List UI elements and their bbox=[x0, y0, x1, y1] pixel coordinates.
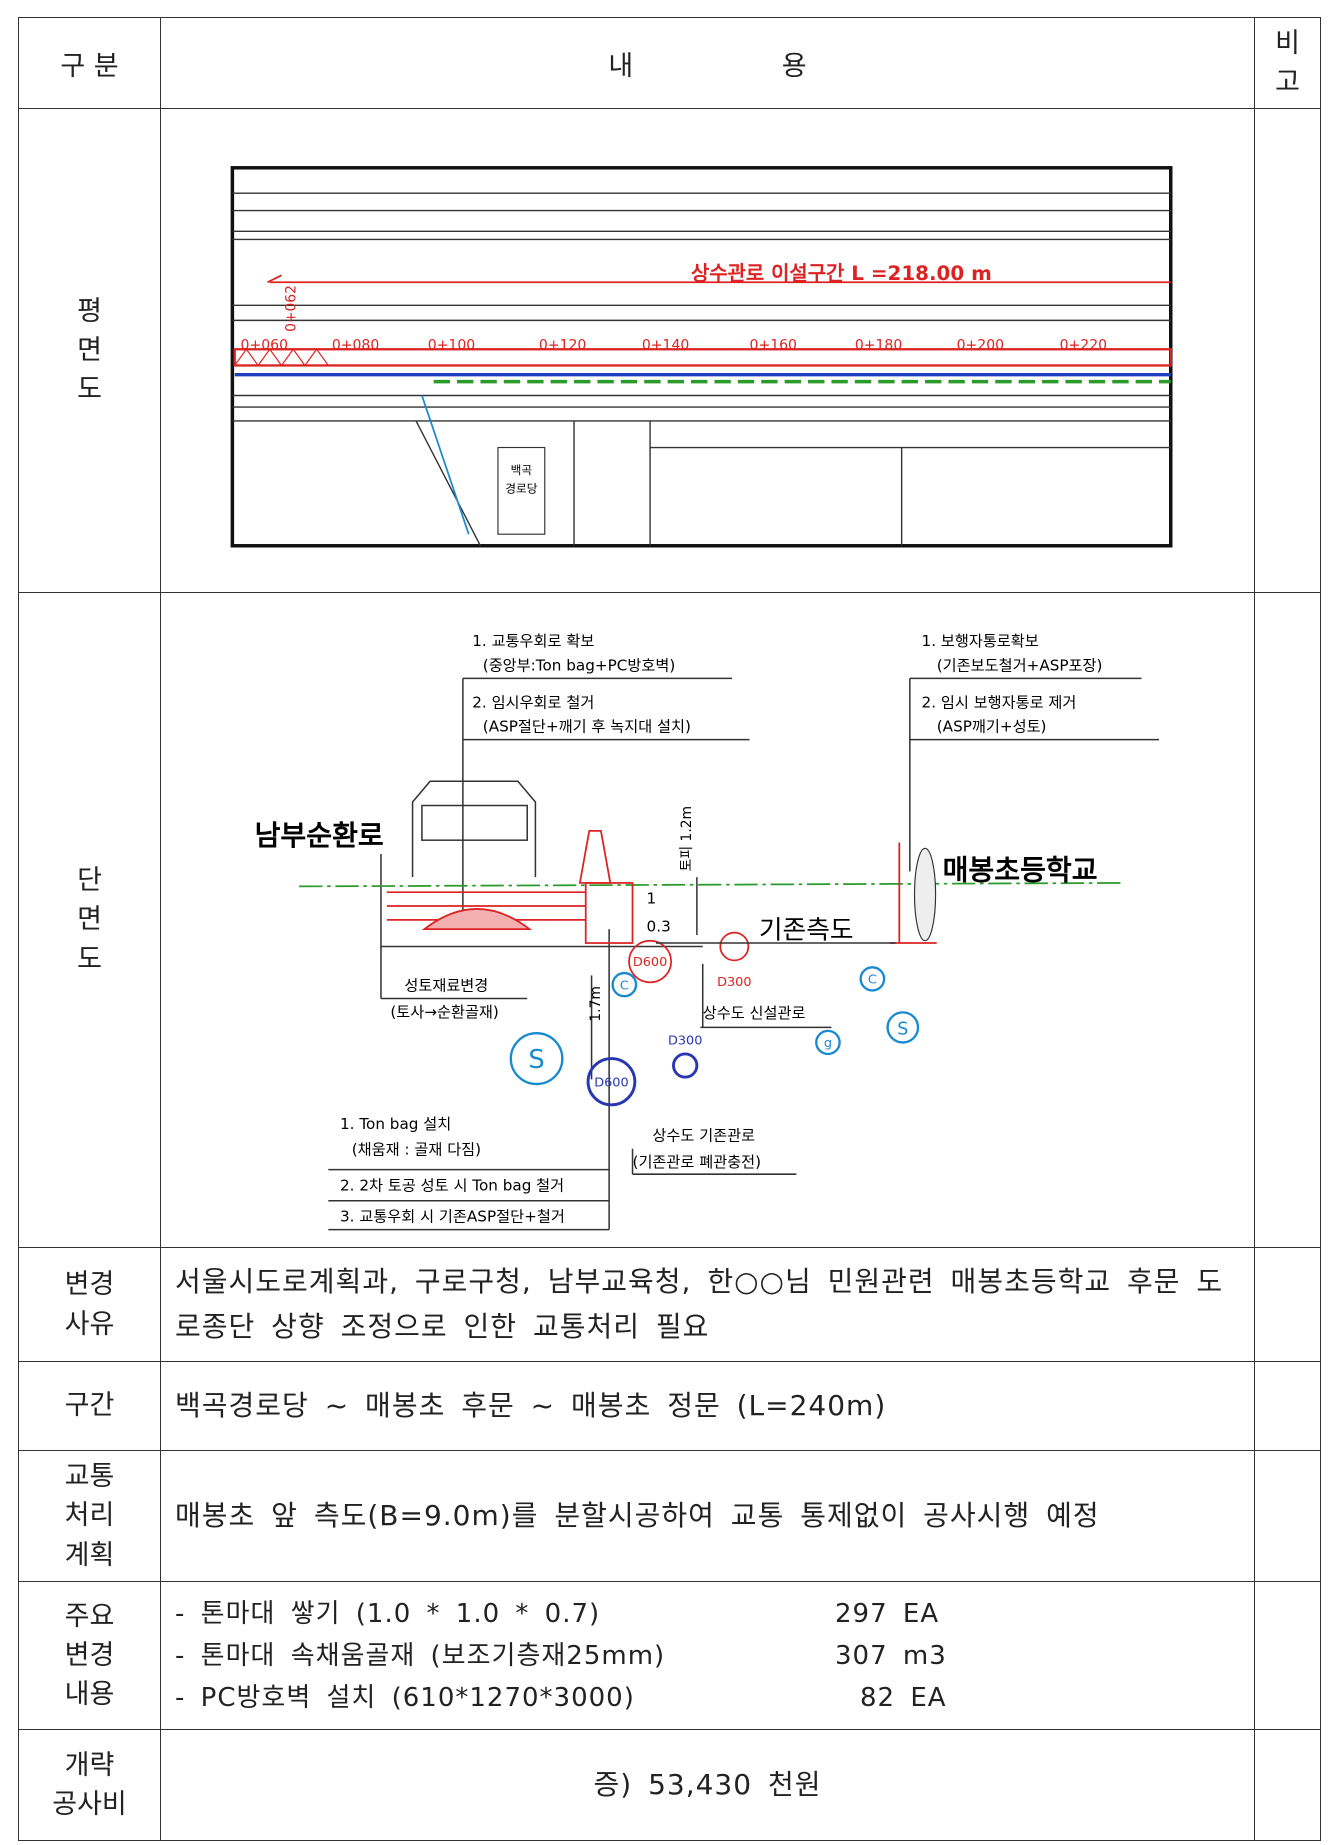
pipe-label: 상수도 기존관로 bbox=[652, 1126, 755, 1144]
station-label: 0+062 bbox=[283, 285, 299, 332]
station-label: 0+100 bbox=[428, 337, 475, 353]
note: (기존보도철거+ASP포장) bbox=[937, 656, 1103, 674]
items-cell: - 톤마대 쌓기 (1.0 * 1.0 * 0.7) 297 EA - 톤마대 속… bbox=[160, 1581, 1255, 1730]
pipe-size: D600 bbox=[633, 955, 667, 970]
header-remarks: 비 고 bbox=[1254, 17, 1321, 109]
symbol: C bbox=[868, 972, 877, 987]
document-table: 구 분 내 용 비 고 평 면 도 상수관로 이설구간 L =218.00 m bbox=[18, 17, 1321, 1841]
pipe-label: (기존관로 폐관충전) bbox=[633, 1153, 762, 1171]
item-qty: 307 m3 bbox=[835, 1640, 947, 1671]
note: (ASP절단+깨기 후 녹지대 설치) bbox=[483, 717, 691, 735]
station-label: 0+160 bbox=[750, 337, 797, 353]
symbol: S bbox=[528, 1045, 544, 1075]
note: (채움재 : 골재 다짐) bbox=[352, 1140, 481, 1158]
note: 1. Ton bag 설치 bbox=[340, 1115, 451, 1133]
item-qty: 297 EA bbox=[835, 1598, 940, 1629]
note: 성토재료변경 bbox=[404, 976, 488, 994]
remarks-cell bbox=[1254, 1361, 1321, 1451]
remarks-cell bbox=[1254, 1581, 1321, 1730]
item: - PC방호벽 설치 (610*1270*3000) 82 EA bbox=[175, 1677, 1240, 1719]
row-label: 평 면 도 bbox=[18, 108, 161, 593]
plan-title: 상수관로 이설구간 L =218.00 m bbox=[691, 262, 992, 285]
item: - 톤마대 쌓기 (1.0 * 1.0 * 0.7) 297 EA bbox=[175, 1593, 1240, 1635]
station-label: 0+200 bbox=[957, 337, 1004, 353]
dimension-label: 1.7m bbox=[588, 986, 604, 1022]
station-label: 0+220 bbox=[1060, 337, 1107, 353]
note: 2. 임시 보행자통로 제거 bbox=[922, 693, 1077, 711]
remarks-cell bbox=[1254, 1729, 1321, 1841]
pipe-size: D600 bbox=[594, 1075, 628, 1090]
station-label: 0+140 bbox=[642, 337, 689, 353]
item-name: - 톤마대 속채움골재 (보조기층재25mm) bbox=[175, 1640, 666, 1671]
station-label: 0+060 bbox=[241, 337, 288, 353]
note: 2. 2차 토공 성토 시 Ton bag 철거 bbox=[340, 1176, 564, 1194]
header-content: 내 용 bbox=[160, 17, 1255, 109]
plan-cell: 상수관로 이설구간 L =218.00 m 0+060 0+080 0+100 … bbox=[160, 108, 1255, 593]
station-label: 0+180 bbox=[855, 337, 902, 353]
school-label: 매봉초등학교 bbox=[943, 853, 1098, 886]
cost-text: 증) 53,430 천원 bbox=[160, 1729, 1255, 1841]
note: (중앙부:Ton bag+PC방호벽) bbox=[483, 656, 676, 674]
row-label: 주요 변경 내용 bbox=[18, 1581, 161, 1730]
note: 3. 교통우회 시 기존ASP절단+철거 bbox=[340, 1207, 565, 1225]
row-label: 변경 사유 bbox=[18, 1247, 161, 1362]
note: 2. 임시우회로 철거 bbox=[472, 693, 594, 711]
road-label: 남부순환로 bbox=[255, 818, 384, 851]
building-label: 경로당 bbox=[505, 481, 538, 495]
station-label: 0+080 bbox=[332, 337, 379, 353]
sidewalk-label: 기존측도 bbox=[759, 915, 854, 945]
item-qty: 82 EA bbox=[860, 1682, 947, 1713]
item: - 톤마대 속채움골재 (보조기층재25mm) 307 m3 bbox=[175, 1635, 1240, 1677]
row-label: 개략 공사비 bbox=[18, 1729, 161, 1841]
row-label: 교통 처리 계획 bbox=[18, 1450, 161, 1582]
pipe-size: D300 bbox=[717, 974, 751, 989]
remarks-cell bbox=[1254, 108, 1321, 593]
section-cell: 1. 교통우회로 확보 (중앙부:Ton bag+PC방호벽) 2. 임시우회로… bbox=[160, 592, 1255, 1248]
header-category: 구 분 bbox=[18, 17, 161, 109]
row-text: 매봉초 앞 측도(B=9.0m)를 분할시공하여 교통 통제없이 공사시행 예정 bbox=[160, 1450, 1255, 1582]
station-label: 0+120 bbox=[539, 337, 586, 353]
row-label: 단 면 도 bbox=[18, 592, 161, 1248]
item-name: - 톤마대 쌓기 (1.0 * 1.0 * 0.7) bbox=[175, 1598, 601, 1629]
remarks-cell bbox=[1254, 592, 1321, 1248]
item-name: - PC방호벽 설치 (610*1270*3000) bbox=[175, 1682, 635, 1713]
remarks-cell bbox=[1254, 1450, 1321, 1582]
remarks-cell bbox=[1254, 1247, 1321, 1362]
note: (ASP깨기+성토) bbox=[937, 717, 1047, 735]
pipe-label: 상수도 신설관로 bbox=[703, 1004, 806, 1022]
dimension-label: 토피 1.2m bbox=[679, 805, 695, 870]
note: 1. 교통우회로 확보 bbox=[472, 632, 594, 650]
plan-drawing: 상수관로 이설구간 L =218.00 m 0+060 0+080 0+100 … bbox=[230, 165, 1173, 547]
slope-label: 0.3 bbox=[647, 917, 671, 935]
section-drawing: 1. 교통우회로 확보 (중앙부:Ton bag+PC방호벽) 2. 임시우회로… bbox=[255, 632, 1160, 1230]
slope-label: 1 bbox=[647, 889, 657, 907]
row-text: 서울시도로계획과, 구로구청, 남부교육청, 한○○님 민원관련 매봉초등학교 … bbox=[160, 1247, 1255, 1362]
row-text: 백곡경로당 ~ 매봉초 후문 ~ 매봉초 정문 (L=240m) bbox=[160, 1361, 1255, 1451]
symbol: C bbox=[620, 978, 629, 993]
row-label: 구간 bbox=[18, 1361, 161, 1451]
note: 1. 보행자통로확보 bbox=[922, 632, 1039, 650]
pipe-size: D300 bbox=[668, 1033, 702, 1048]
building-label: 백곡 bbox=[511, 463, 533, 477]
symbol: S bbox=[897, 1019, 908, 1039]
symbol: g bbox=[824, 1036, 832, 1051]
note: (토사→순환골재) bbox=[390, 1003, 499, 1021]
